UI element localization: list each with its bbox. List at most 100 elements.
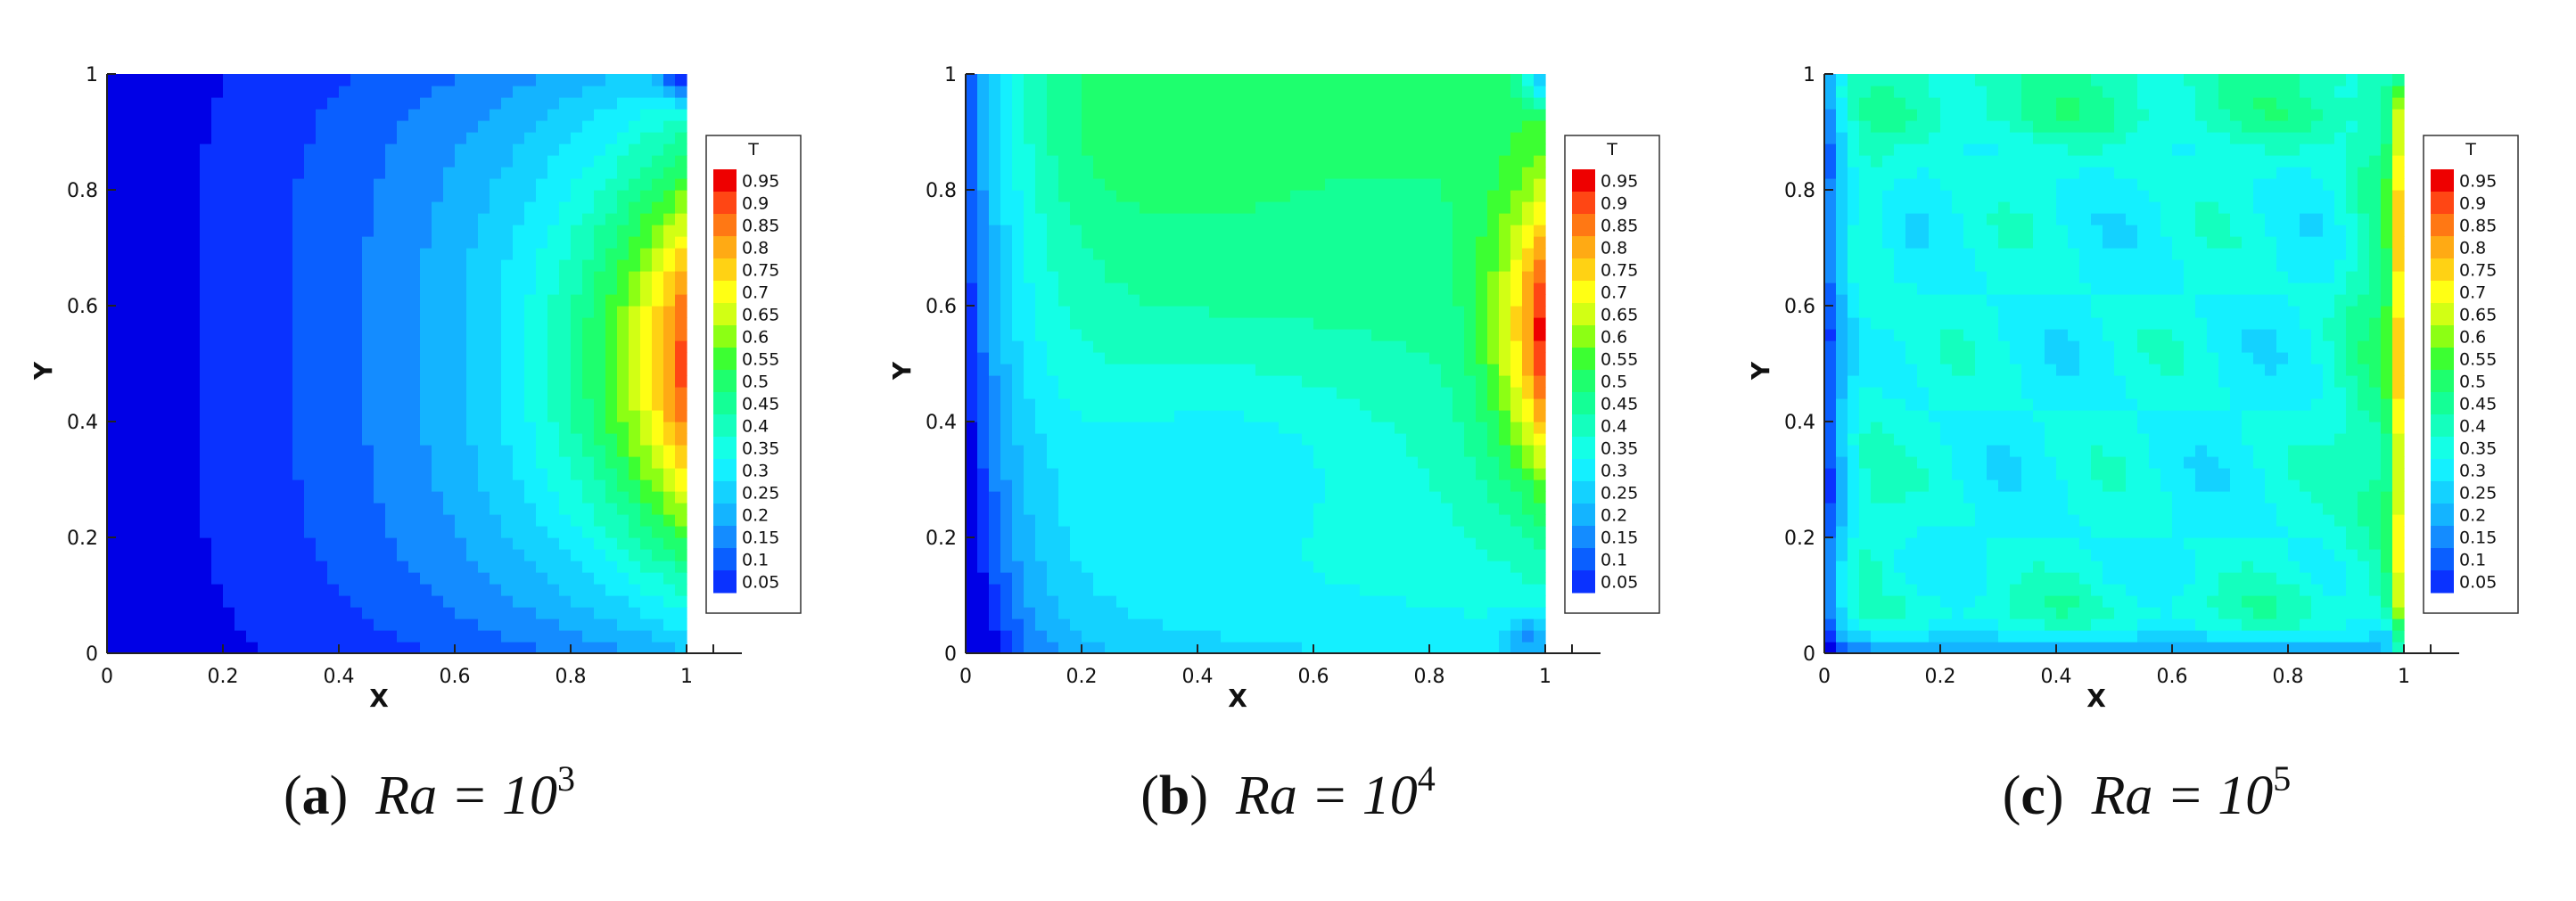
field-cell: [640, 422, 653, 434]
field-cell: [142, 491, 154, 504]
field-cell: [304, 514, 317, 527]
field-cell: [1522, 445, 1535, 457]
field-cell: [455, 503, 467, 515]
field-cell: [188, 375, 201, 388]
field-cell: [107, 514, 119, 527]
field-cell: [142, 143, 154, 156]
field-cell: [1186, 642, 1198, 654]
field-cell: [582, 340, 595, 353]
field-cell: [420, 514, 432, 527]
field-cell: [1140, 422, 1152, 434]
field-cell: [1279, 630, 1291, 643]
field-cell: [1279, 572, 1291, 585]
field-cell: [269, 433, 282, 446]
field-cell: [1487, 86, 1500, 98]
field-cell: [1221, 317, 1233, 330]
field-cell: [1174, 167, 1187, 179]
field-cell: [211, 190, 224, 202]
field-cell: [640, 375, 653, 388]
field-cell: [339, 143, 351, 156]
field-cell: [1383, 86, 1395, 98]
field-cell: [966, 491, 978, 504]
field-cell: [966, 294, 978, 307]
field-cell: [362, 120, 374, 133]
field-cell: [1522, 526, 1535, 538]
field-cell: [223, 167, 235, 179]
field-cell: [663, 259, 676, 272]
field-cell: [1279, 375, 1291, 388]
field-cell: [1255, 294, 1268, 307]
field-cell: [478, 97, 490, 110]
field-cell: [1082, 109, 1094, 121]
field-cell: [977, 537, 990, 550]
field-cell: [1487, 120, 1500, 133]
field-cell: [1047, 167, 1059, 179]
field-cell: [1290, 86, 1303, 98]
field-cell: [304, 306, 317, 318]
field-cell: [269, 86, 282, 98]
field-cell: [1510, 526, 1523, 538]
field-cell: [490, 120, 502, 133]
field-cell: [211, 120, 224, 133]
field-cell: [1209, 352, 1222, 364]
legend-level-label: 0.75: [742, 261, 779, 281]
field-cell: [1000, 248, 1013, 260]
field-cell: [559, 178, 572, 191]
field-cell: [211, 143, 224, 156]
field-cell: [1047, 410, 1059, 422]
field-cell: [1383, 178, 1395, 191]
field-cell: [420, 178, 432, 191]
field-cell: [1441, 236, 1453, 249]
field-cell: [1499, 248, 1511, 260]
field-cell: [443, 584, 456, 596]
field-cell: [594, 225, 606, 237]
field-cell: [1093, 143, 1106, 156]
field-cell: [1197, 329, 1210, 341]
field-cell: [1197, 306, 1210, 318]
field-cell: [675, 549, 687, 561]
field-cell: [629, 155, 641, 168]
field-cell: [350, 340, 363, 353]
field-cell: [1255, 561, 1268, 573]
field-cell: [1418, 294, 1430, 307]
field-cell: [1105, 468, 1117, 480]
field-cell: [408, 398, 421, 411]
field-cell: [177, 364, 189, 376]
field-cell: [1035, 642, 1048, 654]
field-cell: [211, 364, 224, 376]
field-cell: [1510, 155, 1523, 168]
field-cell: [200, 167, 212, 179]
field-cell: [1197, 514, 1210, 527]
field-cell: [1429, 329, 1442, 341]
field-cell: [443, 503, 456, 515]
field-cell: [362, 143, 374, 156]
field-cell: [1047, 445, 1059, 457]
field-cell: [443, 479, 456, 492]
field-cell: [1290, 213, 1303, 225]
field-cell: [490, 86, 502, 98]
field-cell: [1510, 456, 1523, 469]
field-cell: [1232, 294, 1245, 307]
field-cell: [977, 132, 990, 144]
field-cell: [977, 167, 990, 179]
field-cell: [339, 132, 351, 144]
field-cell: [1360, 433, 1372, 446]
field-cell: [1012, 503, 1025, 515]
legend-swatch: [713, 570, 737, 594]
legend-swatch: [713, 303, 737, 326]
field-cell: [466, 456, 479, 469]
field-cell: [1406, 201, 1419, 214]
field-cell: [165, 387, 177, 399]
field-cell: [1360, 595, 1372, 608]
field-cell: [629, 398, 641, 411]
field-cell: [1186, 479, 1198, 492]
field-cell: [1348, 387, 1361, 399]
field-cell: [571, 607, 583, 619]
field-cell: [501, 642, 514, 654]
field-cell: [1313, 468, 1326, 480]
field-cell: [989, 572, 1001, 585]
field-cell: [582, 526, 595, 538]
field-cell: [989, 445, 1001, 457]
field-cell: [501, 422, 514, 434]
field-cell: [1371, 167, 1384, 179]
